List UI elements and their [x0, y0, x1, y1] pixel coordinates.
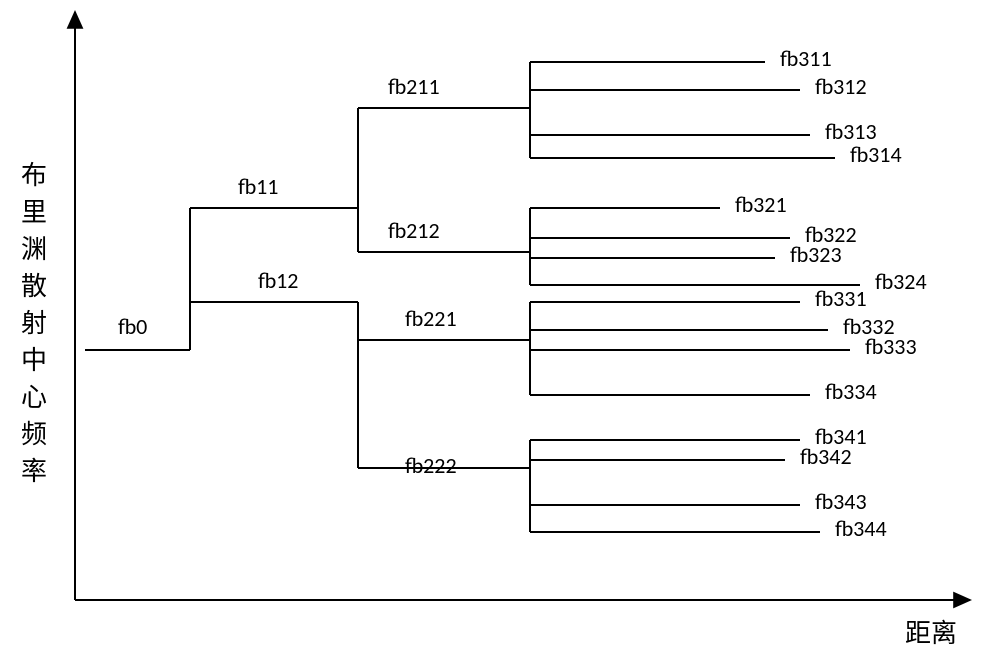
label-fb321: fb321 [735, 194, 787, 216]
label-fb342: fb342 [800, 446, 852, 468]
x-axis-label: 距离 [905, 620, 957, 646]
label-fb331: fb331 [815, 288, 867, 310]
label-fb343: fb343 [815, 491, 867, 513]
y-axis-label: 布里渊散射中心频率 [20, 155, 48, 488]
label-fb323: fb323 [790, 244, 842, 266]
label-fb324: fb324 [875, 271, 927, 293]
y-axis-arrow [67, 10, 84, 29]
label-fb314: fb314 [850, 144, 902, 166]
label-fb212: fb212 [388, 220, 440, 242]
label-fb211: fb211 [388, 76, 440, 98]
x-axis-arrow [953, 592, 972, 609]
label-fb313: fb313 [825, 121, 877, 143]
label-root: fb0 [118, 316, 147, 338]
label-fb334: fb334 [825, 381, 877, 403]
label-fb333: fb333 [865, 336, 917, 358]
label-fb222: fb222 [405, 455, 457, 477]
label-fb344: fb344 [835, 518, 887, 540]
label-fb312: fb312 [815, 76, 867, 98]
label-fb221: fb221 [405, 308, 457, 330]
label-fb311: fb311 [780, 48, 832, 70]
label-fb12: fb12 [258, 270, 298, 292]
diagram-stage: 布里渊散射中心频率 距离 fb0 fb11 fb211 fb311 fb312 fb313… [0, 0, 1000, 655]
label-fb11: fb11 [238, 176, 278, 198]
